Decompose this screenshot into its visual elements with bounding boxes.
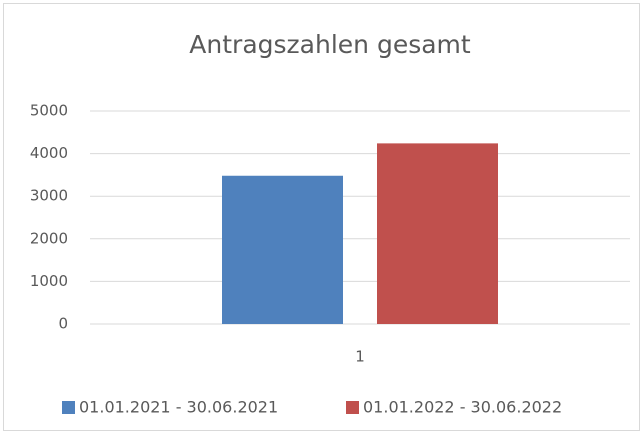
y-tick-label: 3000 (30, 187, 68, 205)
legend-label: 01.01.2022 - 30.06.2022 (363, 398, 562, 417)
legend-swatch (62, 401, 75, 414)
bar (222, 175, 343, 324)
y-tick-label: 4000 (30, 144, 68, 162)
legend-swatch (346, 401, 359, 414)
y-tick-label: 5000 (30, 102, 68, 120)
x-tick-label: 1 (355, 348, 365, 366)
legend-label: 01.01.2021 - 30.06.2021 (79, 398, 278, 417)
y-tick-label: 0 (58, 315, 68, 333)
chart-title: Antragszahlen gesamt (189, 30, 471, 59)
bar (377, 143, 498, 324)
y-tick-label: 1000 (30, 272, 68, 290)
y-tick-label: 2000 (30, 229, 68, 247)
